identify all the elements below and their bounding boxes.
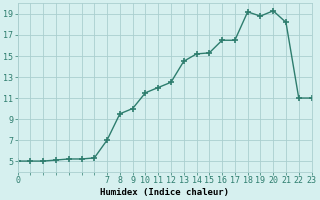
X-axis label: Humidex (Indice chaleur): Humidex (Indice chaleur) (100, 188, 229, 197)
